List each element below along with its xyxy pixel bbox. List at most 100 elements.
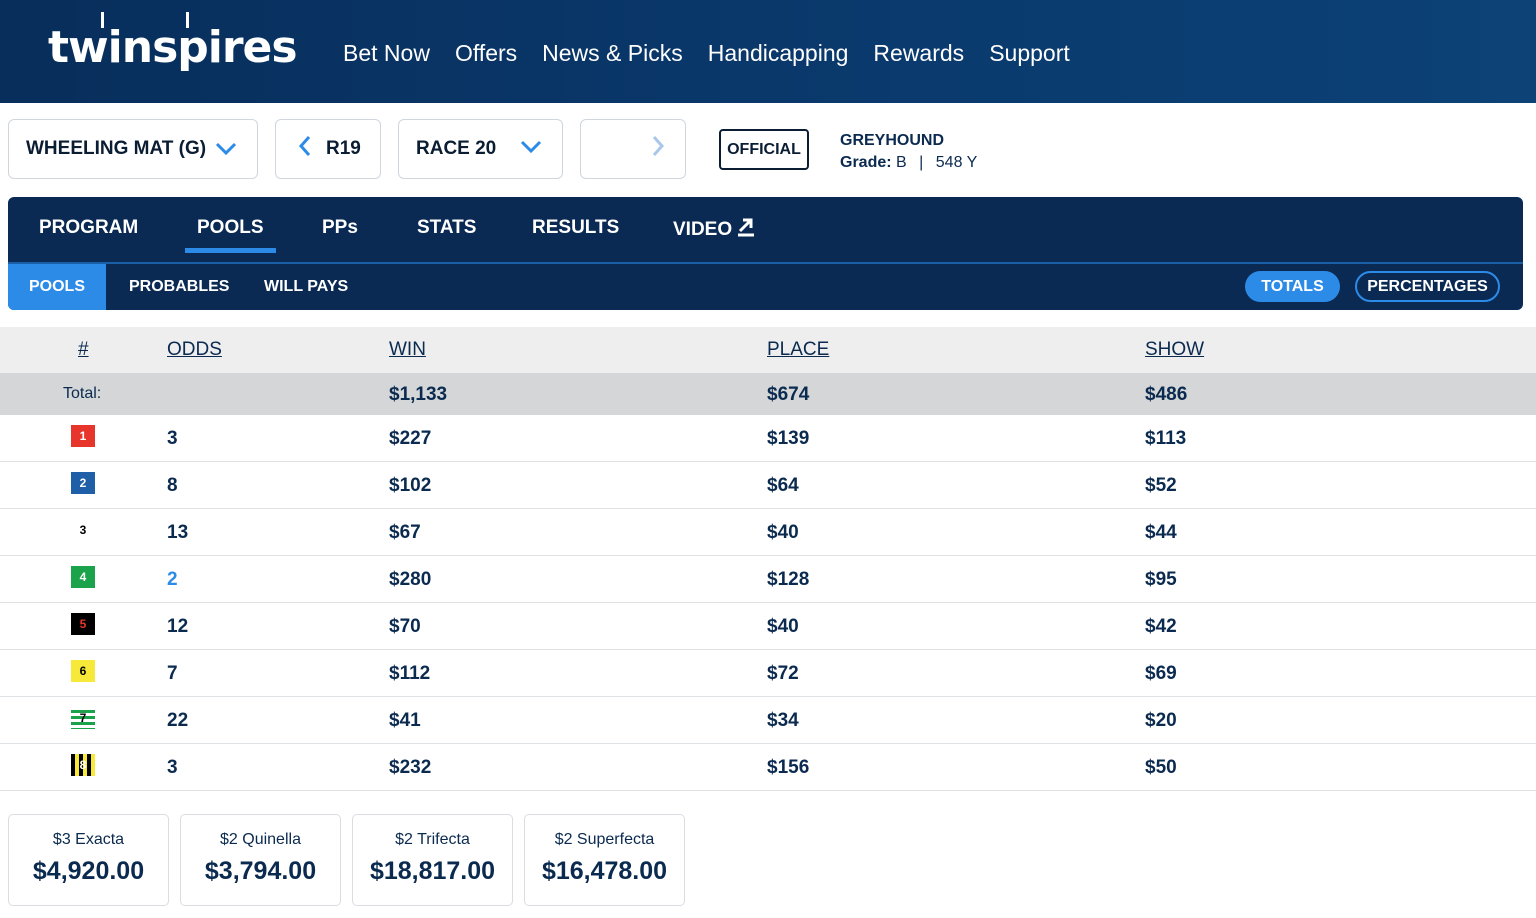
logo-spire-icon (101, 12, 104, 28)
exotic-label: $2 Superfecta (554, 831, 655, 848)
chevron-down-icon (520, 138, 542, 160)
total-label: Total: (63, 385, 102, 402)
odds-cell: 3 (167, 428, 178, 449)
tabs-divider (8, 262, 1523, 264)
col-place-header[interactable]: PLACE (767, 339, 830, 360)
tab-program[interactable]: PROGRAM (39, 217, 139, 238)
table-row: 1 3 $227 $139 $113 (0, 415, 1536, 462)
top-header: twinspires Bet Now Offers News & Picks H… (0, 0, 1536, 103)
tab-stats[interactable]: STATS (417, 217, 477, 238)
show-cell: $44 (1145, 522, 1177, 543)
exotic-label: $2 Quinella (220, 831, 301, 848)
odds-cell-favorite: 2 (167, 569, 178, 590)
post-number-badge: 1 (71, 425, 95, 447)
show-cell: $50 (1145, 757, 1177, 778)
subtab-will-pays[interactable]: WILL PAYS (264, 278, 349, 295)
tabs-panel: PROGRAM POOLS PPs STATS RESULTS VIDEO PO… (8, 197, 1523, 310)
post-number-badge: 4 (71, 566, 95, 588)
exotic-value: $4,920.00 (32, 857, 145, 885)
place-cell: $40 (767, 616, 799, 637)
tab-pools[interactable]: POOLS (185, 217, 275, 253)
table-row: 6 7 $112 $72 $69 (0, 650, 1536, 697)
col-num-header[interactable]: # (78, 339, 89, 360)
grade-value: B (896, 154, 907, 171)
post-number-badge: 5 (71, 613, 95, 635)
show-cell: $52 (1145, 475, 1177, 496)
subtab-probables[interactable]: PROBABLES (129, 278, 230, 295)
show-cell: $95 (1145, 569, 1177, 590)
pools-table-body: 1 3 $227 $139 $113 2 8 $102 $64 $52 3 13… (0, 415, 1536, 791)
nav-support[interactable]: Support (989, 40, 1070, 66)
odds-cell: 8 (167, 475, 178, 496)
main-nav: Bet Now Offers News & Picks Handicapping… (343, 40, 1070, 67)
win-cell: $70 (389, 616, 421, 637)
tab-pps[interactable]: PPs (322, 217, 358, 238)
win-cell: $67 (389, 522, 421, 543)
exotic-value: $3,794.00 (204, 857, 317, 885)
table-row: 4 2 $280 $128 $95 (0, 556, 1536, 603)
odds-cell: 7 (167, 663, 178, 684)
next-race-button[interactable] (580, 119, 686, 179)
post-number-badge: 2 (71, 472, 95, 494)
exotic-value: $18,817.00 (369, 857, 496, 885)
prev-race-button[interactable]: R19 (275, 119, 381, 179)
odds-cell: 12 (167, 616, 189, 637)
exotic-pool-card: $2 Trifecta $18,817.00 (352, 814, 513, 906)
show-cell: $42 (1145, 616, 1177, 637)
total-show: $486 (1145, 384, 1188, 405)
tab-video[interactable]: VIDEO (673, 217, 755, 241)
logo-spire-icon (186, 12, 189, 28)
odds-cell: 22 (167, 710, 189, 731)
col-win-header[interactable]: WIN (389, 339, 426, 360)
percentages-toggle[interactable]: PERCENTAGES (1355, 271, 1500, 302)
pools-table-header: # ODDS WIN PLACE SHOW (0, 327, 1536, 373)
main-tabs: PROGRAM POOLS PPs STATS RESULTS VIDEO (8, 197, 1523, 262)
nav-bet-now[interactable]: Bet Now (343, 40, 430, 66)
post-number-badge: 7 (71, 707, 95, 729)
exotic-pool-card: $2 Superfecta $16,478.00 (524, 814, 685, 906)
subtab-pools[interactable]: POOLS (8, 264, 106, 310)
table-row: 3 13 $67 $40 $44 (0, 509, 1536, 556)
nav-handicapping[interactable]: Handicapping (707, 40, 849, 66)
exotic-label: $2 Trifecta (395, 831, 470, 848)
col-odds-header[interactable]: ODDS (167, 339, 222, 360)
total-place: $674 (767, 384, 810, 405)
exotic-value: $16,478.00 (541, 857, 668, 885)
exotic-pool-card: $3 Exacta $4,920.00 (8, 814, 169, 906)
totals-toggle[interactable]: TOTALS (1245, 271, 1340, 302)
nav-rewards[interactable]: Rewards (873, 40, 965, 66)
track-name: WHEELING MAT (G) (26, 138, 207, 159)
show-cell: $69 (1145, 663, 1177, 684)
total-win: $1,133 (389, 384, 448, 405)
brand-name: twinspires (48, 22, 298, 73)
place-cell: $128 (767, 569, 810, 590)
nav-offers[interactable]: Offers (454, 40, 518, 66)
race-type: GREYHOUND (840, 132, 945, 149)
post-number-badge: 3 (71, 519, 95, 541)
win-cell: $41 (389, 710, 421, 731)
race-selector[interactable]: RACE 20 (398, 119, 563, 179)
official-status-badge: OFFICIAL (719, 129, 809, 170)
race-name: RACE 20 (416, 138, 497, 159)
exotic-pool-card: $2 Quinella $3,794.00 (180, 814, 341, 906)
race-info: GREYHOUND Grade: B | 548 Y (840, 130, 977, 174)
win-cell: $280 (389, 569, 432, 590)
place-cell: $139 (767, 428, 810, 449)
track-selector[interactable]: WHEELING MAT (G) (8, 119, 258, 179)
win-cell: $232 (389, 757, 432, 778)
grade-label: Grade: (840, 154, 892, 171)
nav-news-picks[interactable]: News & Picks (542, 40, 683, 66)
exotic-label: $3 Exacta (52, 831, 125, 848)
place-cell: $156 (767, 757, 810, 778)
show-cell: $113 (1145, 428, 1187, 449)
col-show-header[interactable]: SHOW (1145, 339, 1205, 360)
tab-results[interactable]: RESULTS (532, 217, 620, 238)
chevron-right-icon (651, 135, 665, 163)
race-distance: 548 Y (935, 154, 978, 171)
chevron-left-icon (298, 135, 312, 163)
odds-cell: 13 (167, 522, 189, 543)
brand-logo[interactable]: twinspires (48, 12, 298, 73)
win-cell: $112 (389, 663, 431, 684)
table-row: 8 3 $232 $156 $50 (0, 744, 1536, 791)
external-link-icon (737, 218, 755, 240)
